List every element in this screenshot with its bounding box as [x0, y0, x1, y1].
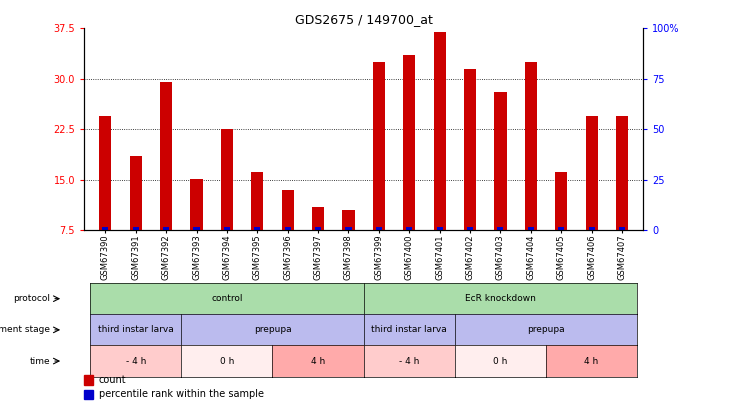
Bar	[525, 62, 537, 230]
Bar	[376, 227, 382, 230]
Bar	[84, 375, 94, 384]
Bar	[224, 227, 230, 230]
Bar	[467, 227, 473, 230]
Text: development stage: development stage	[0, 325, 50, 335]
Bar	[160, 82, 173, 230]
Text: EcR knockdown: EcR knockdown	[465, 294, 536, 303]
Bar	[221, 130, 233, 230]
Bar	[133, 227, 139, 230]
Text: prepupa: prepupa	[527, 325, 565, 335]
Bar	[129, 156, 142, 230]
Bar	[163, 227, 169, 230]
Text: 0 h: 0 h	[220, 356, 234, 366]
Title: GDS2675 / 149700_at: GDS2675 / 149700_at	[295, 13, 433, 26]
Bar	[346, 227, 352, 230]
Text: third instar larva: third instar larva	[371, 325, 447, 335]
Text: control: control	[211, 294, 243, 303]
Text: count: count	[99, 375, 126, 385]
Bar	[436, 227, 443, 230]
Text: 4 h: 4 h	[585, 356, 599, 366]
Text: protocol: protocol	[13, 294, 50, 303]
Bar	[404, 55, 415, 230]
Text: - 4 h: - 4 h	[126, 356, 146, 366]
Bar	[619, 227, 625, 230]
Bar	[284, 227, 291, 230]
Text: prepupa: prepupa	[254, 325, 292, 335]
Text: - 4 h: - 4 h	[399, 356, 420, 366]
Bar	[251, 172, 263, 230]
Bar	[281, 190, 294, 230]
Text: third instar larva: third instar larva	[98, 325, 173, 335]
Bar	[99, 116, 111, 230]
Text: time: time	[30, 356, 50, 366]
Bar	[102, 227, 108, 230]
Bar	[588, 227, 594, 230]
Bar	[373, 62, 385, 230]
Bar	[558, 227, 564, 230]
Bar	[616, 116, 628, 230]
Text: 0 h: 0 h	[493, 356, 507, 366]
Bar	[315, 227, 321, 230]
Bar	[254, 227, 260, 230]
Bar	[555, 172, 567, 230]
Bar	[194, 227, 200, 230]
Bar	[191, 179, 202, 230]
Bar	[406, 227, 412, 230]
Bar	[464, 69, 476, 230]
Bar	[433, 32, 446, 230]
Bar	[342, 210, 355, 230]
Bar	[497, 227, 504, 230]
Bar	[312, 207, 324, 230]
Bar	[528, 227, 534, 230]
Bar	[586, 116, 598, 230]
Text: 4 h: 4 h	[311, 356, 325, 366]
Text: percentile rank within the sample: percentile rank within the sample	[99, 389, 264, 399]
Bar	[84, 390, 94, 399]
Bar	[494, 92, 507, 230]
